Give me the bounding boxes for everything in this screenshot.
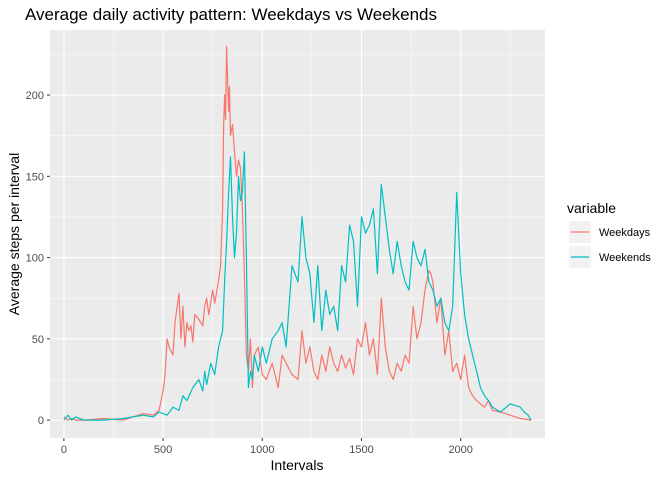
plot-panel [50, 30, 545, 438]
y-axis-title: Average steps per interval [6, 153, 22, 315]
y-tick-label: 200 [26, 90, 44, 102]
x-tick-label: 1000 [250, 444, 274, 456]
legend-item-weekends: Weekends [569, 246, 651, 268]
series-lines [63, 45, 532, 421]
legend-label: Weekdays [599, 227, 651, 239]
x-axis-title: Intervals [271, 457, 324, 473]
x-tick-label: 2000 [448, 444, 472, 456]
legend-label: Weekends [599, 252, 651, 264]
x-tick-label: 1500 [349, 444, 373, 456]
legend-item-weekdays: Weekdays [569, 221, 651, 243]
y-tick-label: 50 [32, 334, 44, 346]
y-tick-label: 150 [26, 171, 44, 183]
legend-items: Weekdays Weekends [569, 221, 651, 268]
y-tick-label: 100 [26, 253, 44, 265]
legend-title: variable [567, 200, 616, 216]
series-line-weekends [63, 151, 532, 421]
grid-lines [50, 30, 545, 438]
axes: 0 500 1000 1500 2000 0 50 100 150 200 [26, 90, 473, 456]
chart-title: Average daily activity pattern: Weekdays… [25, 5, 437, 24]
x-tick-label: 500 [154, 444, 172, 456]
y-tick-label: 0 [38, 415, 44, 427]
x-tick-label: 0 [61, 444, 67, 456]
legend: variable Weekdays Weekends [567, 200, 651, 268]
series-line-weekdays [63, 45, 532, 421]
